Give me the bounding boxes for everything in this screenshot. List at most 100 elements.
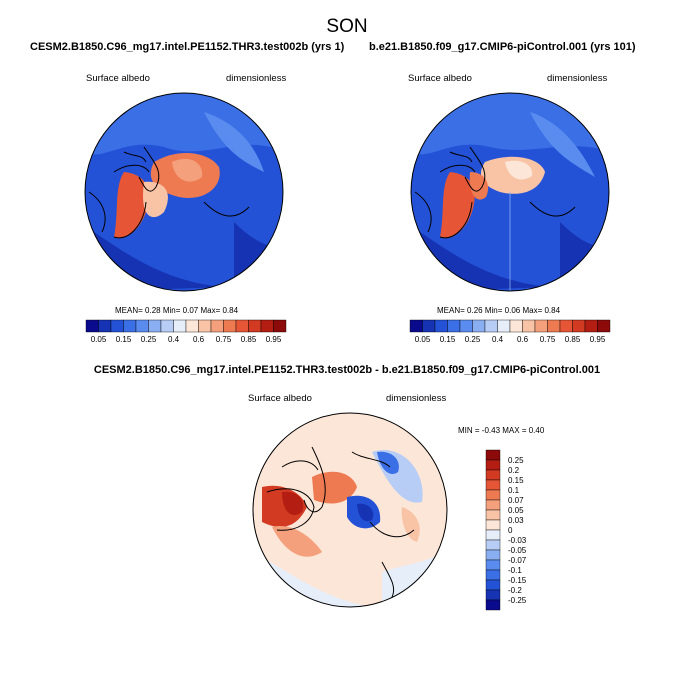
colorbar-tick-label: 0.25 bbox=[141, 335, 157, 344]
colorbar-box bbox=[485, 569, 501, 581]
panel-1-stats: MEAN= 0.28 Min= 0.07 Max= 0.84 bbox=[115, 306, 238, 315]
colorbar-box bbox=[260, 319, 274, 333]
min-label: Min= bbox=[162, 306, 181, 315]
panel-1-map bbox=[84, 92, 284, 292]
panel-1-variable: Surface albedo bbox=[86, 73, 150, 84]
mean-value: 0.28 bbox=[145, 306, 161, 315]
max-value: 0.84 bbox=[544, 306, 561, 315]
colorbar-box bbox=[484, 319, 498, 333]
colorbar-box bbox=[409, 319, 423, 333]
colorbar-box bbox=[485, 479, 501, 491]
min-value: -0.43 bbox=[481, 426, 501, 435]
mean-value: 0.26 bbox=[467, 306, 483, 315]
colorbar-box bbox=[597, 319, 611, 333]
panel-1-title: CESM2.B1850.C96_mg17.intel.PE1152.THR3.t… bbox=[30, 41, 345, 53]
max-label: Max= bbox=[200, 306, 221, 315]
min-value: 0.07 bbox=[182, 306, 199, 315]
colorbar-tick-label: -0.15 bbox=[508, 576, 527, 585]
colorbar-tick-label: 0.15 bbox=[116, 335, 132, 344]
colorbar-tick-label: 0.75 bbox=[216, 335, 232, 344]
colorbar-box bbox=[110, 319, 124, 333]
colorbar-tick-label: 0.1 bbox=[508, 486, 520, 495]
panel-2-stats: MEAN= 0.26 Min= 0.06 Max= 0.84 bbox=[437, 306, 560, 315]
colorbar-box bbox=[459, 319, 473, 333]
colorbar-tick-label: 0.4 bbox=[168, 335, 180, 344]
diff-stats: MIN = -0.43 MAX = 0.40 bbox=[458, 426, 544, 435]
colorbar-box bbox=[185, 319, 199, 333]
colorbar-box bbox=[485, 579, 501, 591]
mean-label: MEAN= bbox=[115, 306, 143, 315]
colorbar-box bbox=[472, 319, 486, 333]
colorbar-tick-label: 0.03 bbox=[508, 516, 524, 525]
colorbar-box bbox=[434, 319, 448, 333]
diff-units: dimensionless bbox=[386, 393, 447, 404]
colorbar-tick-label: 0.85 bbox=[565, 335, 581, 344]
colorbar-box bbox=[248, 319, 262, 333]
panel-2-map bbox=[410, 92, 610, 292]
colorbar-tick-label: 0.25 bbox=[508, 456, 524, 465]
colorbar-box bbox=[485, 549, 501, 561]
max-label: MAX = bbox=[502, 426, 527, 435]
diff-variable: Surface albedo bbox=[248, 393, 312, 404]
colorbar-box bbox=[485, 509, 501, 521]
colorbar-box bbox=[584, 319, 598, 333]
colorbar-box bbox=[522, 319, 536, 333]
colorbar-box bbox=[235, 319, 249, 333]
colorbar-box bbox=[547, 319, 561, 333]
panel-2-title: b.e21.B1850.f09_g17.CMIP6-piControl.001 … bbox=[369, 41, 636, 53]
colorbar-tick-label: 0.95 bbox=[266, 335, 282, 344]
colorbar-box bbox=[509, 319, 523, 333]
mean-label: MEAN= bbox=[437, 306, 465, 315]
panel-1-colorbar: 0.05 0.15 0.25 0.4 0.6 0.75 0.85 0.95 bbox=[85, 319, 287, 344]
min-label: Min= bbox=[484, 306, 503, 315]
max-label: Max= bbox=[522, 306, 543, 315]
colorbar-box bbox=[485, 489, 501, 501]
colorbar-box bbox=[173, 319, 187, 333]
colorbar-tick-label: 0.25 bbox=[465, 335, 481, 344]
colorbar-tick-label: 0.2 bbox=[508, 466, 520, 475]
colorbar-box bbox=[485, 449, 501, 461]
colorbar-tick-label: -0.2 bbox=[508, 586, 522, 595]
colorbar-tick-label: -0.07 bbox=[508, 556, 527, 565]
colorbar-tick-label: 0 bbox=[508, 526, 513, 535]
colorbar-tick-label: -0.25 bbox=[508, 596, 527, 605]
colorbar-box bbox=[485, 459, 501, 471]
panel-2-variable: Surface albedo bbox=[408, 73, 472, 84]
diff-colorbar: 0.250.20.150.10.070.050.030-0.03-0.05-0.… bbox=[485, 449, 527, 611]
colorbar-box bbox=[447, 319, 461, 333]
colorbar-box bbox=[485, 589, 501, 601]
colorbar-box bbox=[485, 559, 501, 571]
colorbar-tick-label: 0.4 bbox=[492, 335, 504, 344]
max-value: 0.84 bbox=[222, 306, 239, 315]
page-title: SON bbox=[326, 16, 368, 37]
colorbar-box bbox=[210, 319, 224, 333]
colorbar-box bbox=[485, 599, 501, 611]
panel-2-colorbar: 0.05 0.15 0.25 0.4 0.6 0.75 0.85 0.95 bbox=[409, 319, 611, 344]
panel-1-units: dimensionless bbox=[226, 73, 287, 84]
colorbar-box bbox=[572, 319, 586, 333]
colorbar-box bbox=[534, 319, 548, 333]
colorbar-box bbox=[148, 319, 162, 333]
colorbar-tick-label: 0.6 bbox=[193, 335, 205, 344]
colorbar-tick-label: 0.6 bbox=[517, 335, 529, 344]
colorbar-tick-label: 0.05 bbox=[415, 335, 431, 344]
colorbar-box bbox=[135, 319, 149, 333]
colorbar-tick-label: -0.05 bbox=[508, 546, 527, 555]
colorbar-box bbox=[559, 319, 573, 333]
max-value: 0.40 bbox=[528, 426, 545, 435]
colorbar-tick-label: 0.85 bbox=[241, 335, 257, 344]
colorbar-box bbox=[160, 319, 174, 333]
colorbar-tick-label: -0.1 bbox=[508, 566, 522, 575]
colorbar-tick-label: 0.07 bbox=[508, 496, 524, 505]
colorbar-tick-label: 0.75 bbox=[540, 335, 556, 344]
panel-2-units: dimensionless bbox=[547, 73, 608, 84]
colorbar-box bbox=[485, 539, 501, 551]
colorbar-tick-label: 0.05 bbox=[91, 335, 107, 344]
colorbar-box bbox=[497, 319, 511, 333]
colorbar-tick-label: 0.05 bbox=[508, 506, 524, 515]
colorbar-tick-label: 0.15 bbox=[440, 335, 456, 344]
colorbar-box bbox=[223, 319, 237, 333]
colorbar-box bbox=[98, 319, 112, 333]
min-label: MIN = bbox=[458, 426, 480, 435]
colorbar-box bbox=[485, 499, 501, 511]
